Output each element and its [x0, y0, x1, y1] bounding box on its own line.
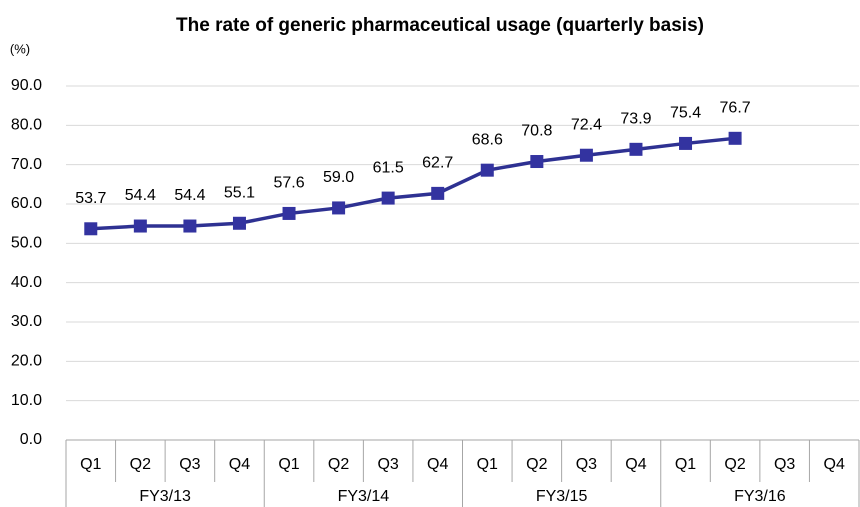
- data-label: 75.4: [670, 105, 701, 122]
- x-tick-label: Q1: [80, 456, 101, 473]
- y-tick-label: 60.0: [11, 195, 42, 212]
- chart-title: The rate of generic pharmaceutical usage…: [176, 15, 704, 36]
- x-tick-label: Q4: [824, 456, 845, 473]
- data-label: 55.1: [224, 184, 255, 201]
- marker: [232, 216, 246, 230]
- data-label: 53.7: [75, 190, 106, 207]
- data-label: 73.9: [620, 111, 651, 128]
- marker: [133, 219, 147, 233]
- x-tick-label: Q3: [377, 456, 398, 473]
- marker: [381, 191, 395, 205]
- data-label: 54.4: [174, 187, 205, 204]
- x-tick-label: Q3: [774, 456, 795, 473]
- marker: [579, 148, 593, 162]
- data-label: 76.7: [720, 100, 751, 117]
- y-tick-label: 80.0: [11, 117, 42, 134]
- marker: [183, 219, 197, 233]
- marker: [84, 222, 98, 236]
- data-label: 54.4: [125, 187, 156, 204]
- group-label: FY3/13: [139, 488, 191, 505]
- x-tick-label: Q1: [278, 456, 299, 473]
- data-label: 59.0: [323, 169, 354, 186]
- x-tick-label: Q1: [675, 456, 696, 473]
- data-label: 61.5: [373, 159, 404, 176]
- marker: [282, 206, 296, 220]
- x-tick-label: Q2: [130, 456, 151, 473]
- y-tick-label: 20.0: [11, 353, 42, 370]
- group-label: FY3/15: [536, 488, 588, 505]
- x-tick-label: Q4: [427, 456, 448, 473]
- y-tick-label: 40.0: [11, 274, 42, 291]
- group-label: FY3/14: [338, 488, 390, 505]
- data-label: 70.8: [521, 123, 552, 140]
- series-line: [90, 136, 736, 231]
- x-tick-label: Q2: [724, 456, 745, 473]
- x-tick-label: Q2: [526, 456, 547, 473]
- y-tick-label: 10.0: [11, 392, 42, 409]
- x-tick-label: Q4: [229, 456, 250, 473]
- data-label: 57.6: [273, 175, 304, 192]
- data-label: 62.7: [422, 155, 453, 172]
- marker: [530, 155, 544, 169]
- marker: [679, 136, 693, 150]
- x-tick-label: Q3: [576, 456, 597, 473]
- x-tick-label: Q3: [179, 456, 200, 473]
- y-tick-label: 50.0: [11, 235, 42, 252]
- x-tick-label: Q4: [625, 456, 646, 473]
- data-label: 72.4: [571, 116, 602, 133]
- x-tick-label: Q2: [328, 456, 349, 473]
- y-tick-label: 30.0: [11, 313, 42, 330]
- marker: [728, 131, 742, 145]
- y-tick-label: 0.0: [20, 431, 42, 448]
- x-tick-label: Q1: [477, 456, 498, 473]
- data-label: 68.6: [472, 131, 503, 148]
- marker: [629, 142, 643, 156]
- marker: [431, 186, 445, 200]
- marker: [332, 201, 346, 215]
- y-tick-label: 70.0: [11, 156, 42, 173]
- y-tick-label: 90.0: [11, 77, 42, 94]
- group-label: FY3/16: [734, 488, 786, 505]
- marker: [480, 163, 494, 177]
- y-axis-label: (%): [10, 41, 30, 56]
